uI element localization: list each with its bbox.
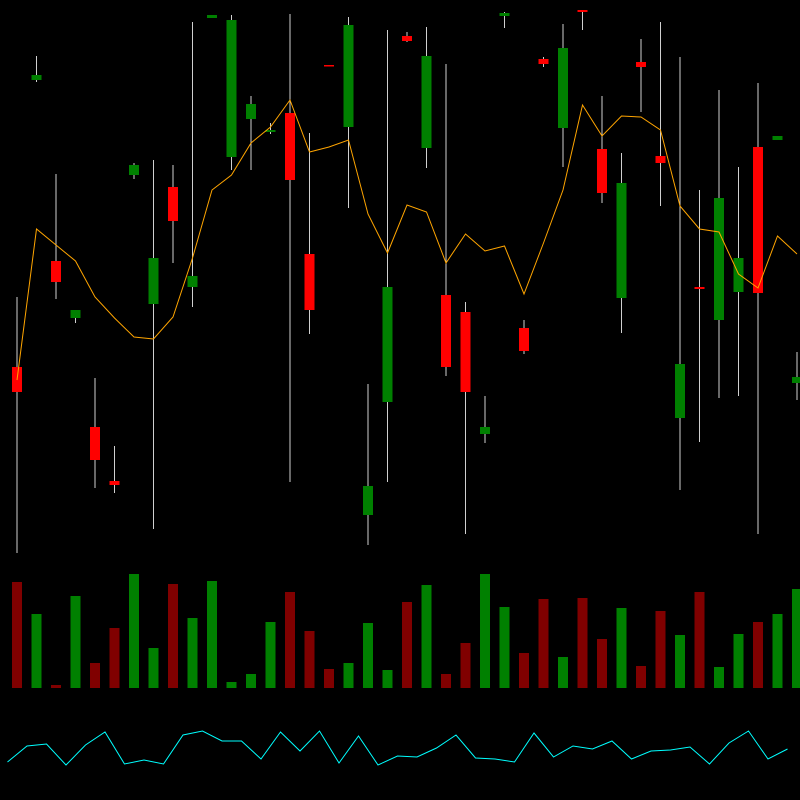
volume-bar xyxy=(109,628,120,688)
candle-body xyxy=(304,254,315,310)
candle-body xyxy=(733,258,744,292)
volume-bar xyxy=(499,607,510,688)
volume-bar xyxy=(519,653,529,688)
candle-body xyxy=(129,165,139,175)
volume-bar xyxy=(90,663,100,688)
volume-bar xyxy=(577,598,588,688)
volume-bar xyxy=(655,611,666,688)
volume-bar xyxy=(714,667,724,688)
volume-bar xyxy=(168,584,178,688)
candle-body xyxy=(519,328,529,351)
candle-body xyxy=(499,13,510,16)
volume-bar xyxy=(226,682,237,688)
volume-bar xyxy=(538,599,549,688)
volume-bar xyxy=(421,585,432,688)
candle-body xyxy=(207,15,217,18)
volume-bar xyxy=(31,614,42,688)
candle-body xyxy=(31,75,42,80)
candle-body xyxy=(616,183,627,298)
candle-body xyxy=(753,147,763,293)
candle-body xyxy=(441,295,451,367)
candle-body xyxy=(343,25,354,127)
indicator-line xyxy=(7,730,788,766)
volume-bar xyxy=(304,631,315,688)
volume-bar xyxy=(753,622,763,688)
candle-body xyxy=(70,310,81,318)
volume-bar xyxy=(51,685,61,688)
volume-bar xyxy=(265,622,276,688)
candle-body xyxy=(694,287,705,289)
candle-body xyxy=(109,481,120,485)
volume-bar xyxy=(324,669,334,688)
volume-bar xyxy=(597,639,607,688)
volume-bar xyxy=(207,581,217,688)
candle-body xyxy=(363,486,373,515)
candle-body xyxy=(168,187,178,221)
candle-body xyxy=(148,258,159,304)
volume-bar xyxy=(675,635,685,688)
candle-body xyxy=(421,56,432,148)
candle-body xyxy=(460,312,471,392)
volume-bar xyxy=(187,618,198,688)
volume-bar xyxy=(558,657,568,688)
volume-bar xyxy=(792,589,800,688)
candle-body xyxy=(324,65,334,67)
volume-bar xyxy=(129,574,139,688)
candle-body xyxy=(655,156,666,163)
volume-bar xyxy=(246,674,256,688)
volume-bar xyxy=(694,592,705,688)
candle-body xyxy=(51,261,61,282)
volume-bar xyxy=(363,623,373,688)
candle-body xyxy=(226,20,237,157)
volume-bar xyxy=(402,602,412,688)
moving-average-line xyxy=(16,98,798,381)
volume-bar xyxy=(441,674,451,688)
candle-body xyxy=(480,427,490,434)
volume-bar xyxy=(382,670,393,688)
candle-body xyxy=(90,427,100,460)
candle-body xyxy=(675,364,685,418)
candle-body xyxy=(402,36,412,41)
candle-body xyxy=(597,149,607,193)
candle-body xyxy=(558,48,568,128)
candle-body xyxy=(187,276,198,287)
volume-bar xyxy=(12,582,22,688)
volume-bar xyxy=(616,608,627,688)
candle-body xyxy=(792,377,800,383)
candle-body xyxy=(636,62,646,67)
candle-body xyxy=(772,136,783,140)
volume-bar xyxy=(733,634,744,688)
volume-bar xyxy=(70,596,81,688)
candle-body xyxy=(382,287,393,402)
volume-bar xyxy=(460,643,471,688)
volume-bar xyxy=(285,592,295,688)
candle-body xyxy=(265,130,276,132)
candle-body xyxy=(285,113,295,180)
candle-body xyxy=(577,10,588,12)
volume-bar xyxy=(148,648,159,688)
volume-bar xyxy=(636,666,646,688)
volume-bar xyxy=(772,614,783,688)
candle-body xyxy=(538,59,549,64)
candle-body xyxy=(714,198,724,320)
candle-body xyxy=(246,104,256,119)
volume-bar xyxy=(343,663,354,688)
volume-bar xyxy=(480,574,490,688)
